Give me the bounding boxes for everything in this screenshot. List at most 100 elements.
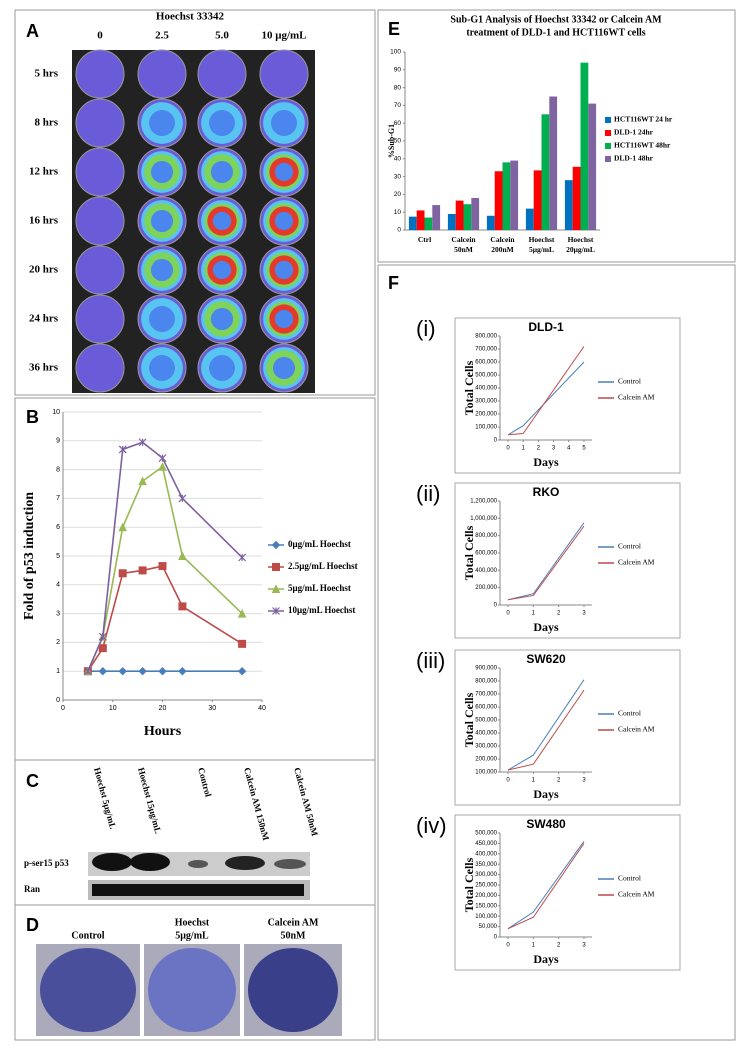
x-tick-label: 3 — [582, 778, 586, 784]
series-line — [507, 841, 585, 930]
y-tick-label: 6 — [56, 524, 60, 531]
marker — [158, 562, 167, 571]
well-center — [274, 309, 294, 329]
marker — [237, 608, 247, 618]
y-tick-label: 70 — [394, 102, 402, 109]
y-tick-label: 450,000 — [475, 841, 497, 847]
y-tick-label: 300,000 — [475, 744, 497, 750]
bar — [432, 205, 441, 230]
bar — [486, 215, 495, 230]
well — [197, 49, 247, 99]
bar — [580, 62, 589, 231]
y-tick-label: 10 — [394, 209, 402, 216]
subchart-frame — [454, 649, 681, 806]
row-label: p-ser15 p53 — [24, 858, 69, 868]
marker — [118, 569, 127, 578]
y-tick-label: 500,000 — [475, 373, 497, 379]
column-label: Control — [196, 766, 214, 798]
bar — [502, 162, 511, 230]
bar — [494, 171, 503, 230]
legend-swatch — [605, 156, 611, 162]
legend-label: Calcein AM — [618, 725, 655, 734]
marker — [178, 494, 187, 503]
well — [75, 196, 125, 246]
x-tick-label: 2 — [557, 943, 561, 949]
panel-frame — [14, 9, 376, 396]
marker — [237, 666, 247, 676]
y-tick-label: 900,000 — [475, 666, 497, 672]
series-line — [507, 689, 585, 771]
y-tick-label: 90 — [394, 67, 402, 74]
x-axis-label: Days — [533, 787, 559, 801]
legend-marker — [271, 584, 281, 593]
x-tick-label: 0 — [506, 611, 510, 617]
well — [75, 294, 125, 344]
x-tick-label: 2 — [557, 611, 561, 617]
well — [75, 98, 125, 148]
marker — [98, 632, 107, 641]
y-tick-label: 20 — [394, 191, 402, 198]
well-center — [274, 211, 294, 231]
y-tick-label: 7 — [56, 495, 60, 502]
well — [75, 245, 125, 295]
legend-label: DLD-1 24hr — [614, 128, 654, 137]
x-tick-label: Calcein 50nM — [451, 235, 476, 254]
y-axis-label: Fold of p53 induction — [22, 492, 37, 620]
y-tick-label: 1,000,000 — [470, 516, 497, 522]
row-label: 8 hrs — [34, 117, 58, 129]
legend-label: 5μg/mL Hoechst — [288, 583, 351, 593]
y-tick-label: 600,000 — [475, 705, 497, 711]
x-axis-label: Days — [533, 455, 559, 469]
legend-label: Calcein AM — [618, 890, 655, 899]
y-tick-label: 100,000 — [475, 770, 497, 776]
y-axis-label: Total Cells — [462, 360, 476, 415]
blot-band — [130, 853, 170, 871]
x-axis-label: Hours — [144, 724, 182, 739]
well-center — [149, 110, 175, 136]
y-tick-label: 350,000 — [475, 862, 497, 868]
well-center — [274, 260, 294, 280]
y-tick-label: 400,000 — [475, 851, 497, 857]
x-tick-label: 40 — [258, 705, 266, 712]
x-tick-label: 3 — [582, 943, 586, 949]
y-tick-label: 200,000 — [475, 893, 497, 899]
y-tick-label: 200,000 — [475, 412, 497, 418]
column-label: 50nM — [281, 930, 307, 941]
column-label: 2.5 — [155, 30, 169, 42]
x-tick-label: 0 — [506, 446, 510, 452]
x-tick-label: 1 — [532, 943, 536, 949]
column-label: Calcein AM 150nM — [242, 766, 271, 842]
row-label: 16 hrs — [29, 215, 59, 227]
legend-label: DLD-1 48hr — [614, 154, 654, 163]
y-tick-label: 800,000 — [475, 679, 497, 685]
subchart-frame — [454, 482, 681, 639]
column-label: 0 — [97, 30, 103, 42]
well-center — [149, 306, 175, 332]
x-tick-label: 30 — [208, 705, 216, 712]
chart-title: SW620 — [526, 652, 566, 666]
legend-label: Calcein AM — [618, 393, 655, 402]
blot-band — [225, 856, 265, 870]
y-tick-label: 4 — [56, 582, 60, 589]
bar — [510, 160, 519, 230]
y-tick-label: 250,000 — [475, 883, 497, 889]
well — [137, 49, 187, 99]
y-tick-label: 0 — [494, 603, 498, 609]
panel-label: D — [26, 915, 39, 935]
well — [259, 49, 309, 99]
y-tick-label: 50 — [394, 138, 402, 145]
column-label: Hoechst 15μg/mL — [136, 766, 163, 834]
legend-label: Control — [618, 874, 641, 883]
y-axis-label: Total Cells — [462, 857, 476, 912]
column-label: 10 μg/mL — [261, 30, 306, 42]
row-label: Ran — [24, 884, 40, 894]
well-center — [212, 211, 232, 231]
panel-label: (iv) — [416, 813, 447, 838]
blot-band — [188, 860, 208, 868]
blot-band — [274, 859, 306, 869]
bar — [525, 208, 534, 230]
x-tick-label: Hoechst 5μg/mL — [528, 235, 555, 254]
bar — [533, 170, 542, 230]
legend-label: 10μg/mL Hoechst — [288, 605, 355, 615]
